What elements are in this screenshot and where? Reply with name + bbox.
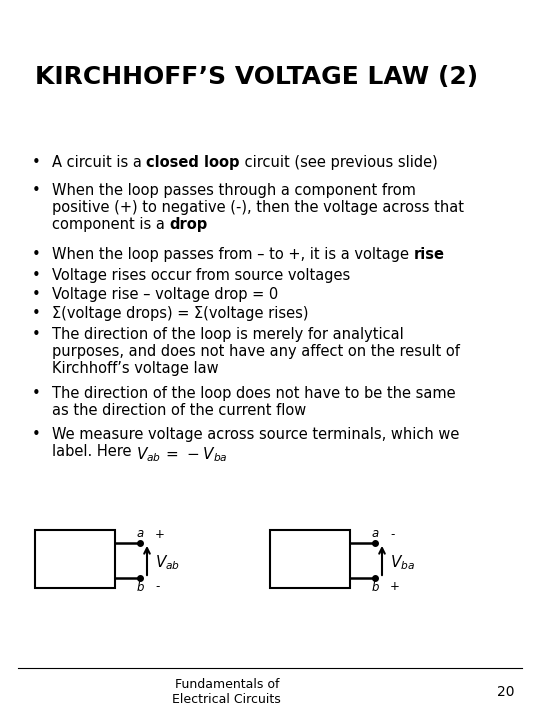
Text: •: •	[32, 155, 40, 170]
Text: 20: 20	[497, 685, 515, 699]
Text: •: •	[32, 427, 40, 442]
Text: closed loop: closed loop	[146, 155, 240, 170]
Text: The direction of the loop does not have to be the same: The direction of the loop does not have …	[52, 386, 456, 401]
Text: purposes, and does not have any affect on the result of: purposes, and does not have any affect o…	[52, 344, 460, 359]
Text: •: •	[32, 247, 40, 262]
Text: Voltage rises occur from source voltages: Voltage rises occur from source voltages	[52, 268, 350, 283]
Text: label. Here: label. Here	[52, 444, 136, 459]
Text: +: +	[155, 528, 165, 541]
Text: positive (+) to negative (-), then the voltage across that: positive (+) to negative (-), then the v…	[52, 200, 464, 215]
Text: Kirchhoff’s voltage law: Kirchhoff’s voltage law	[52, 361, 219, 376]
Text: •: •	[32, 386, 40, 401]
Text: rise: rise	[414, 247, 444, 262]
Text: •: •	[32, 327, 40, 342]
Text: b: b	[136, 581, 144, 594]
Text: Voltage rise – voltage drop = 0: Voltage rise – voltage drop = 0	[52, 287, 278, 302]
Text: $V_{ab}$: $V_{ab}$	[155, 553, 180, 572]
Text: component is a: component is a	[52, 217, 170, 232]
Bar	[35, 530, 115, 588]
Text: b: b	[372, 581, 379, 594]
Text: A circuit is a: A circuit is a	[52, 155, 146, 170]
Text: KIRCHHOFF’S VOLTAGE LAW (2): KIRCHHOFF’S VOLTAGE LAW (2)	[35, 65, 478, 89]
Text: a: a	[372, 527, 379, 540]
Text: •: •	[32, 268, 40, 283]
Text: drop: drop	[170, 217, 208, 232]
Text: -: -	[390, 528, 394, 541]
Bar	[270, 530, 350, 588]
Text: Σ(voltage drops) = Σ(voltage rises): Σ(voltage drops) = Σ(voltage rises)	[52, 306, 308, 321]
Text: Fundamentals of
Electrical Circuits: Fundamentals of Electrical Circuits	[172, 678, 281, 706]
Text: circuit (see previous slide): circuit (see previous slide)	[240, 155, 438, 170]
Text: When the loop passes through a component from: When the loop passes through a component…	[52, 183, 416, 198]
Text: +: +	[390, 580, 400, 593]
Text: -: -	[155, 580, 159, 593]
Text: •: •	[32, 306, 40, 321]
Text: $V_{ab}$$\,=\,-V_{ba}$: $V_{ab}$$\,=\,-V_{ba}$	[136, 445, 228, 464]
Text: When the loop passes from – to +, it is a voltage: When the loop passes from – to +, it is …	[52, 247, 414, 262]
Text: •: •	[32, 287, 40, 302]
Text: a: a	[137, 527, 144, 540]
Text: We measure voltage across source terminals, which we: We measure voltage across source termina…	[52, 427, 460, 442]
Text: •: •	[32, 183, 40, 198]
Text: The direction of the loop is merely for analytical: The direction of the loop is merely for …	[52, 327, 404, 342]
Text: as the direction of the current flow: as the direction of the current flow	[52, 403, 306, 418]
Text: $V_{ba}$: $V_{ba}$	[390, 553, 415, 572]
